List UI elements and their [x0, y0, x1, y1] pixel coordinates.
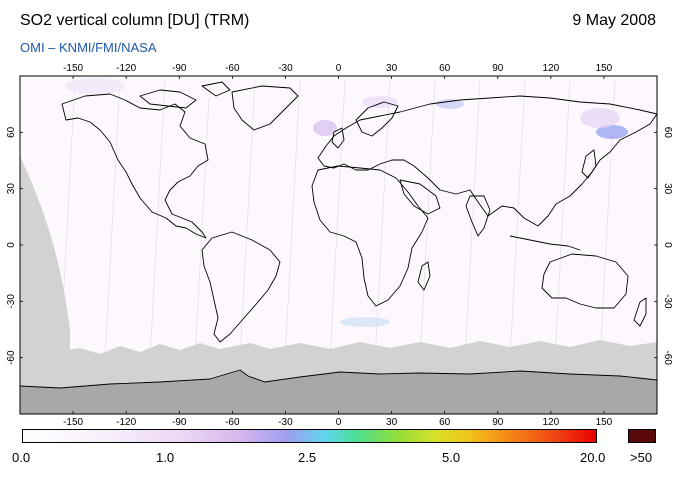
lon-tick-top-2: -90	[172, 63, 187, 74]
lon-tick-bottom-9: 120	[542, 417, 559, 428]
lat-tick-left-0: 60	[6, 126, 17, 138]
map-title: SO2 vertical column [DU] (TRM)	[20, 12, 250, 29]
lon-tick-top-1: -120	[116, 63, 136, 74]
lat-tick-left-3: -30	[6, 294, 17, 309]
lon-tick-bottom-4: -30	[278, 417, 293, 428]
colorbar-label-0: 0.0	[12, 450, 31, 465]
lon-tick-top-4: -30	[278, 63, 293, 74]
lon-tick-bottom-6: 30	[386, 417, 398, 428]
lon-tick-bottom-10: 150	[596, 417, 613, 428]
lon-tick-bottom-2: -90	[172, 417, 187, 428]
lon-tick-bottom-7: 60	[439, 417, 451, 428]
lon-tick-bottom-5: 0	[336, 417, 342, 428]
lat-tick-right-3: -30	[662, 294, 673, 309]
lon-tick-top-9: 120	[542, 63, 559, 74]
lat-tick-left-1: 30	[6, 183, 17, 195]
lon-tick-top-7: 60	[439, 63, 451, 74]
lon-tick-top-5: 0	[336, 63, 342, 74]
map-credit: OMI – KNMI/FMI/NASA	[20, 40, 157, 55]
lat-tick-left-2: 0	[6, 242, 17, 248]
lon-tick-top-6: 30	[386, 63, 398, 74]
lon-tick-bottom-8: 90	[492, 417, 504, 428]
lat-tick-left-4: -60	[6, 350, 17, 365]
map-date: 9 May 2008	[572, 12, 656, 29]
lon-tick-bottom-0: -150	[63, 417, 83, 428]
so2-patches	[65, 78, 628, 327]
coastlines	[20, 81, 657, 389]
lon-tick-bottom-3: -60	[225, 417, 240, 428]
colorbar-label-5: >50	[630, 450, 653, 465]
colorbar-label-4: 20.0	[580, 450, 606, 465]
lon-tick-bottom-1: -120	[116, 417, 136, 428]
lon-tick-top-8: 90	[492, 63, 504, 74]
lat-tick-right-0: 60	[662, 127, 673, 139]
lon-tick-top-10: 150	[596, 63, 613, 74]
axis-ticks: -150 -150 -120 -120 -90 -90 -60 -60 -30 -30 0 0 30 30…	[6, 63, 673, 428]
colorbar-overflow-box	[628, 429, 656, 443]
colorbar	[22, 429, 597, 443]
colorbar-label-2: 2.5	[298, 450, 317, 465]
lat-tick-right-1: 30	[662, 183, 673, 195]
no-data-region	[20, 156, 70, 356]
lon-tick-top-3: -60	[225, 63, 240, 74]
colorbar-label-1: 1.0	[156, 450, 175, 465]
lon-tick-top-0: -150	[63, 63, 83, 74]
lat-tick-right-2: 0	[662, 242, 673, 248]
lat-tick-right-4: -60	[662, 350, 673, 365]
colorbar-label-3: 5.0	[442, 450, 461, 465]
